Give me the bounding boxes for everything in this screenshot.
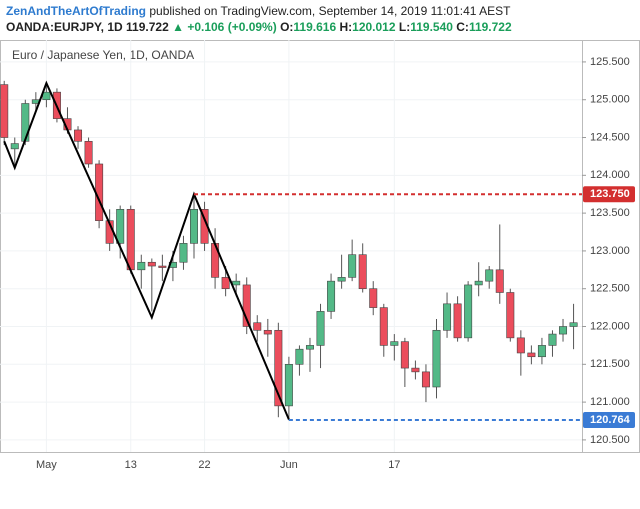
symbol: OANDA:EURJPY, 1D — [6, 20, 123, 34]
y-tick-label: 125.000 — [590, 94, 630, 106]
candle-body — [84, 140, 93, 165]
x-tick-label: 22 — [198, 459, 210, 471]
ohlc-key: O: — [280, 20, 294, 34]
level-label: 120.764 — [590, 414, 631, 426]
candle-body — [126, 209, 135, 271]
candle-body — [379, 307, 388, 346]
candle-body — [284, 364, 293, 407]
level-tag — [583, 411, 635, 428]
y-tick-label: 123.500 — [590, 207, 630, 219]
candle-body — [485, 269, 494, 282]
x-tick-label: May — [36, 459, 57, 471]
candle-body — [242, 284, 251, 327]
candle-body — [516, 337, 525, 354]
published: published on TradingView.com, September … — [149, 4, 511, 18]
candle-body — [453, 303, 462, 339]
ohlc-key: H: — [339, 20, 353, 34]
ohlc-value: 119.540 — [410, 20, 453, 34]
candle-body — [337, 277, 346, 282]
candle-body — [221, 277, 230, 290]
candle-body — [369, 288, 378, 308]
y-tick-label: 125.500 — [590, 56, 630, 68]
candle-body — [548, 333, 557, 346]
candle-body — [158, 265, 167, 268]
candle-body — [411, 367, 420, 373]
candle-body — [537, 345, 546, 358]
ohlc-value: 119.616 — [293, 20, 337, 34]
y-tick-label: 122.000 — [590, 320, 630, 332]
candle-body — [263, 329, 272, 335]
candle-body — [316, 311, 325, 346]
level-label: 123.750 — [590, 188, 630, 200]
candle-body — [295, 348, 304, 365]
candle-body — [116, 209, 125, 244]
publish-line: ZenAndTheArtOfTrading published on Tradi… — [6, 4, 510, 18]
x-tick-label: 13 — [125, 459, 137, 471]
candle-body — [190, 209, 198, 244]
zigzag-line — [3, 80, 290, 420]
header: ZenAndTheArtOfTrading published on Tradi… — [0, 0, 640, 40]
candle-body — [421, 371, 430, 388]
candle-body — [147, 261, 156, 267]
candle-body — [527, 352, 536, 358]
y-tick-label: 124.000 — [590, 169, 630, 181]
candle-body — [464, 284, 473, 339]
candle-body — [358, 254, 367, 290]
ohlc-value: 120.012 — [352, 20, 396, 34]
author[interactable]: ZenAndTheArtOfTrading — [6, 4, 146, 18]
candle-body — [390, 341, 399, 346]
candle-body — [432, 329, 441, 388]
candle-body — [74, 129, 83, 142]
frame — [0, 40, 640, 453]
candle-body — [559, 326, 568, 335]
candle-body — [232, 280, 241, 286]
last-price: 119.722 — [126, 20, 169, 34]
y-tick-label: 121.000 — [590, 396, 630, 408]
candle-body — [274, 329, 283, 407]
candle-body — [506, 292, 515, 339]
y-tick-label: 121.500 — [590, 358, 630, 370]
candle-body — [42, 91, 51, 101]
ohlc-key: C: — [456, 20, 469, 34]
candle-body — [21, 103, 30, 142]
x-tick-label: 17 — [388, 459, 400, 471]
x-tick-label: Jun — [280, 459, 298, 471]
y-tick-label: 123.000 — [590, 245, 630, 257]
y-tick-label: 122.500 — [590, 283, 630, 295]
candle-body — [10, 143, 19, 150]
candle-body — [253, 322, 262, 331]
symbol-line: OANDA:EURJPY, 1D 119.722 ▲ +0.106 (+0.09… — [6, 20, 512, 34]
y-tick-label: 120.500 — [590, 434, 630, 446]
candle-body — [443, 303, 452, 331]
candle-body — [179, 243, 188, 263]
candle-body — [137, 261, 146, 271]
candle-body — [348, 254, 357, 278]
candle-body — [0, 84, 9, 138]
candle-body — [569, 322, 578, 327]
level-tag — [583, 186, 635, 203]
change: ▲ +0.106 (+0.09%) — [172, 20, 277, 34]
candle-body — [305, 345, 314, 350]
candle-body — [400, 341, 409, 369]
candle-body — [495, 269, 504, 293]
y-tick-label: 124.500 — [590, 131, 630, 143]
candle-body — [474, 280, 483, 286]
candle-body — [327, 280, 336, 312]
ohlc-value: 119.722 — [468, 20, 512, 34]
ohlc-key: L: — [398, 20, 411, 34]
chart-title: Euro / Japanese Yen, 1D, OANDA — [12, 48, 194, 62]
